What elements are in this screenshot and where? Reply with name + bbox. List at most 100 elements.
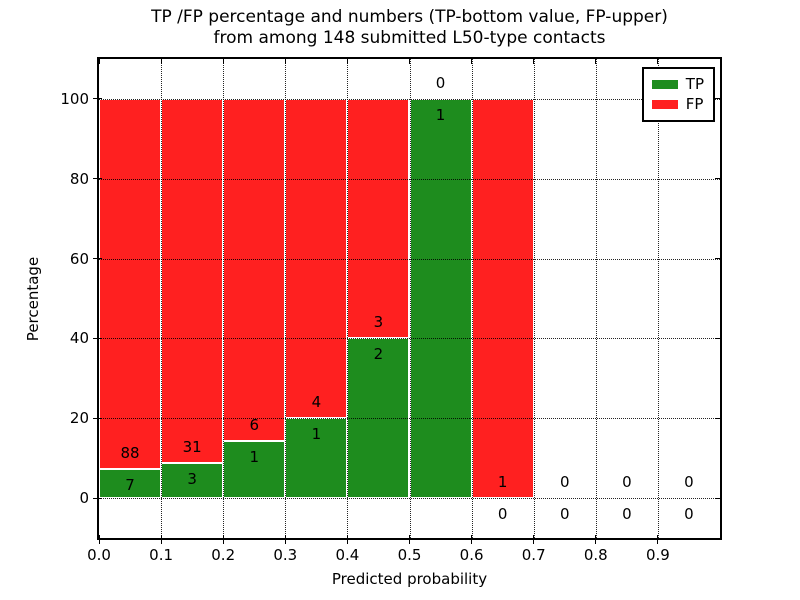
x-tick-label: 0.0 [87,546,111,564]
x-tick-mark [471,535,473,544]
tp-count-label: 1 [311,425,322,444]
tp-count-label: 7 [125,475,135,494]
tp-bar-segment [99,468,162,499]
fp-count-label: 4 [311,393,322,412]
ticks-layer: 0 20 40 60 80 100 0.0 0.1 0.2 0.3 0.4 0.5 0.6 0.7 0.8 0… [60,59,720,564]
fp-legend-swatch-icon [651,99,678,109]
x-tick-label: 0.2 [211,546,236,564]
fp-count-label: 31 [182,437,202,456]
fp-bar-segment [99,98,162,469]
y-axis-label: Percentage [24,256,42,341]
legend-label-fp: FP [685,95,704,113]
fp-count-label: 0 [622,473,632,492]
x-tick-label: 0.8 [583,546,608,564]
x-tick-label: 0.1 [149,546,174,564]
x-tick-mark [98,59,100,64]
x-gridline [657,59,659,538]
bar-labels-layer: 88 7 31 3 6 1 4 1 3 2 0 1 1 0 0 0 0 0 0 0 [99,59,720,538]
tp-count-label: 1 [249,448,260,466]
y-tick-mark [715,178,720,180]
fp-count-label: 6 [249,416,260,435]
x-tick-mark [346,59,348,64]
y-tick-label: 80 [69,169,89,188]
chart-title-line2: from among 148 submitted L50-type contac… [213,28,606,48]
x-tick-mark [222,59,224,64]
y-tick-mark [715,417,720,419]
fp-count-label: 0 [684,473,694,492]
y-tick-mark [93,178,102,180]
x-tick-mark [160,535,162,544]
x-tick-label: 0.9 [645,546,670,564]
y-tick-mark [93,337,102,339]
x-gridline [223,59,225,538]
chart-title: TP /FP percentage and numbers (TP-bottom… [97,7,722,49]
y-tick-mark [715,258,720,260]
y-tick-mark [715,497,720,499]
tp-legend-swatch-icon [651,79,678,89]
x-tick-label: 0.4 [335,546,360,564]
y-tick-label: 60 [69,249,89,268]
x-gridline [347,59,349,538]
x-axis-label: Predicted probability [331,570,488,588]
x-tick-mark [98,535,100,544]
x-tick-mark [409,535,410,544]
y-tick-mark [715,98,720,100]
x-gridline [409,59,411,538]
y-tick-mark [93,258,102,260]
x-tick-mark [657,535,659,544]
x-gridline [161,59,163,538]
fp-bar-segment [161,98,224,463]
fp-count-label: 88 [120,443,140,462]
fp-count-label: 1 [497,473,508,492]
x-tick-label: 0.7 [521,546,546,564]
fp-count-label: 0 [559,473,570,492]
x-tick-label: 0.6 [459,546,484,564]
y-tick-mark [93,417,102,419]
x-gridline [595,59,597,538]
x-gridline [285,59,287,538]
tp-count-label: 0 [622,505,632,524]
legend-row-fp: FP [651,94,704,114]
y-tick-label: 100 [60,89,89,108]
tp-bar-segment [409,98,472,499]
tp-count-label: 1 [435,105,446,124]
y-tick-mark [93,497,102,499]
fp-count-label: 0 [435,73,446,92]
tp-count-label: 0 [497,505,508,524]
x-tick-mark [533,535,535,544]
legend-row-tp: TP [651,74,704,94]
fp-bar-segment [347,98,410,339]
y-tick-mark [93,98,102,100]
fp-bar-segment [471,98,534,499]
x-tick-mark [160,59,162,64]
gridlines-layer [99,59,720,538]
y-tick-mark [715,337,720,339]
x-tick-mark [471,59,473,64]
tp-bar-segment [347,338,410,499]
tp-bar-segment [161,462,224,499]
x-tick-label: 0.3 [273,546,298,564]
y-tick-label: 0 [79,489,89,508]
legend: TP FP [641,67,715,122]
y-tick-label: 40 [69,329,89,348]
x-gridline [471,59,473,538]
x-tick-mark [346,535,348,544]
x-tick-mark [409,59,410,64]
x-tick-mark [595,535,597,544]
x-tick-mark [284,535,286,544]
tp-count-label: 2 [373,345,384,364]
fp-count-label: 3 [373,313,384,332]
fp-bar-segment [223,98,286,442]
tp-count-label: 3 [187,469,197,488]
plot-area: 88 7 31 3 6 1 4 1 3 2 0 1 1 0 0 0 0 0 0 0 0 20 40 60 80 100 0.0 0.… [24,57,722,588]
tp-count-label: 0 [684,505,694,524]
x-tick-mark [222,535,224,544]
y-tick-label: 20 [69,409,89,428]
chart-title-line1: TP /FP percentage and numbers (TP-bottom… [151,7,668,27]
x-tick-mark [533,59,535,64]
tp-bar-segment [223,441,286,499]
legend-label-tp: TP [685,75,704,93]
x-tick-mark [284,59,286,64]
x-gridline [533,59,535,538]
